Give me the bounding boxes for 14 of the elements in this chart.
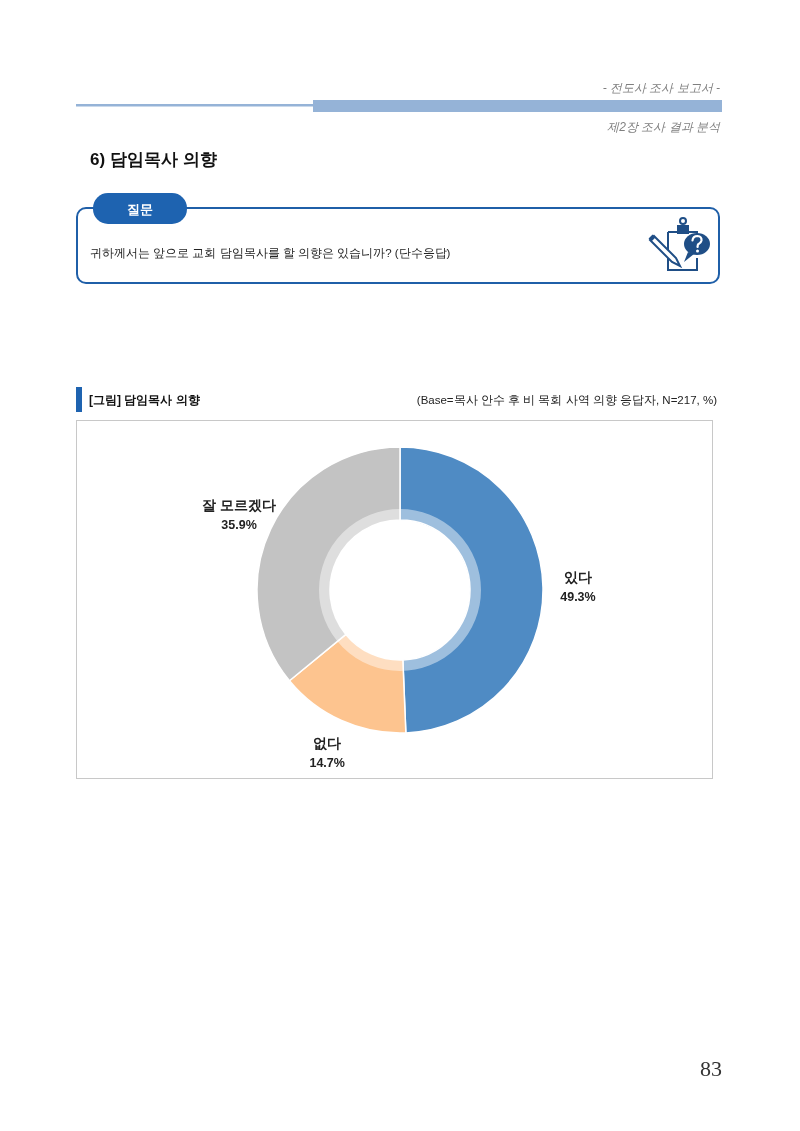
slice-label: 잘 모르겠다	[202, 497, 276, 513]
chart-title: [그림] 담임목사 의향	[89, 393, 200, 407]
data-label: 49.3%	[560, 590, 596, 605]
text: 질문	[127, 202, 153, 217]
text: 83	[700, 1056, 722, 1081]
slice-label: 있다	[563, 570, 592, 586]
text: 6) 담임목사 의향	[90, 150, 217, 169]
chart-subtitle: (Base=목사 안수 후 비 목회 사역 의향 응답자, N=217, %)	[416, 394, 718, 406]
slice-label: 없다	[313, 736, 342, 752]
text: 제2장 조사 결과 분석	[607, 120, 721, 134]
data-label: 35.9%	[221, 517, 257, 532]
text: 귀하께서는 앞으로 교회 담임목사를 할 의향은 있습니까? (단수응답)	[90, 247, 451, 259]
text: - 전도사 조사 보고서 -	[602, 81, 720, 95]
data-label: 14.7%	[309, 756, 345, 771]
